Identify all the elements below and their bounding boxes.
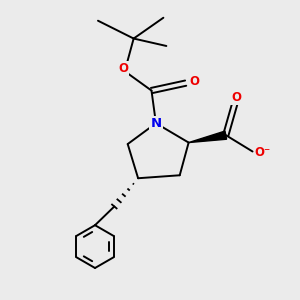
Polygon shape xyxy=(189,131,226,142)
Text: O⁻: O⁻ xyxy=(255,146,271,160)
Text: O: O xyxy=(231,91,241,104)
Text: O: O xyxy=(189,75,199,88)
Text: N: N xyxy=(150,117,161,130)
Text: O: O xyxy=(118,62,128,75)
